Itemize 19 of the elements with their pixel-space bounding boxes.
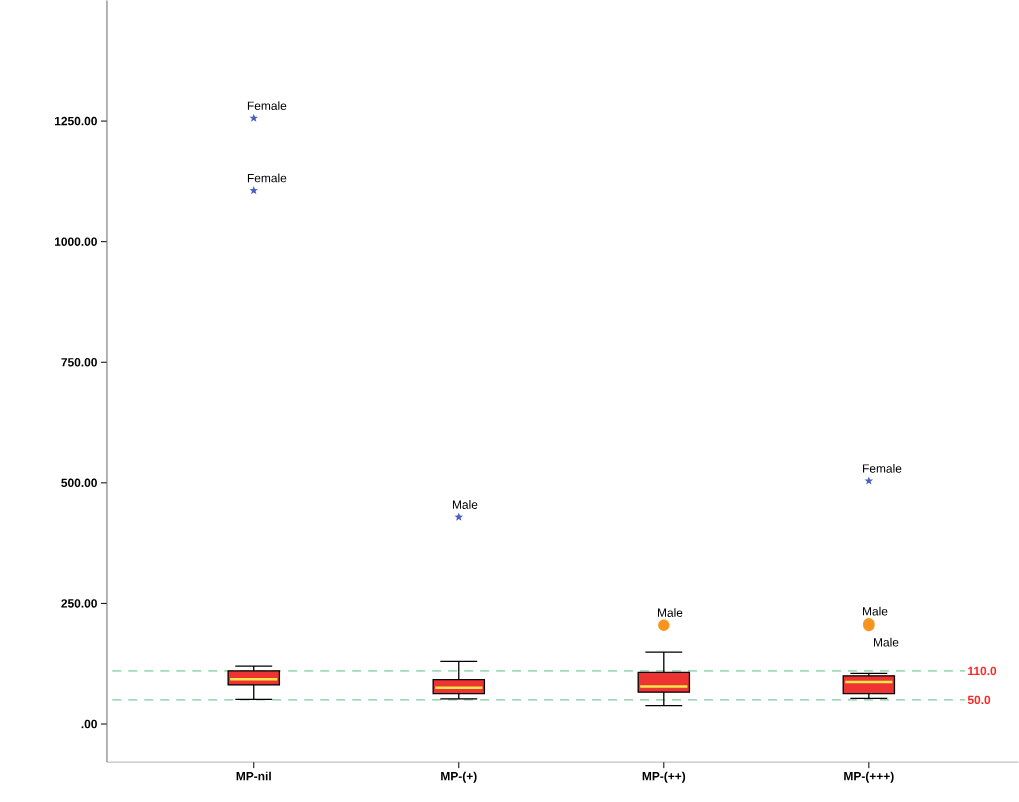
y-tick-label: 1250.00 — [55, 116, 97, 126]
annotation: Female — [247, 173, 287, 183]
y-tick-label: 500.00 — [61, 478, 97, 488]
y-tick-label: 1000.00 — [55, 237, 97, 246]
y-tick-label: 250.00 — [61, 599, 97, 608]
ref-line-label: 50.0 — [967, 695, 991, 705]
annotation: Female — [247, 101, 287, 110]
x-tick-label: MP-(+) — [441, 771, 477, 783]
x-tick-label: MP-(++) — [642, 771, 686, 783]
x-tick-label: MP-(+++) — [844, 771, 894, 783]
ref-line-label: 110.0 — [968, 666, 997, 676]
annotation: Female — [863, 463, 902, 473]
y-tick-label: 750.00 — [61, 357, 97, 367]
annotation: Male — [658, 608, 683, 617]
y-tick-label: .00 — [81, 719, 97, 729]
annotation: Male — [863, 606, 888, 616]
annotation: Male — [874, 637, 899, 647]
x-tick-label: MP-nil — [236, 771, 271, 781]
annotation: Male — [452, 500, 478, 509]
